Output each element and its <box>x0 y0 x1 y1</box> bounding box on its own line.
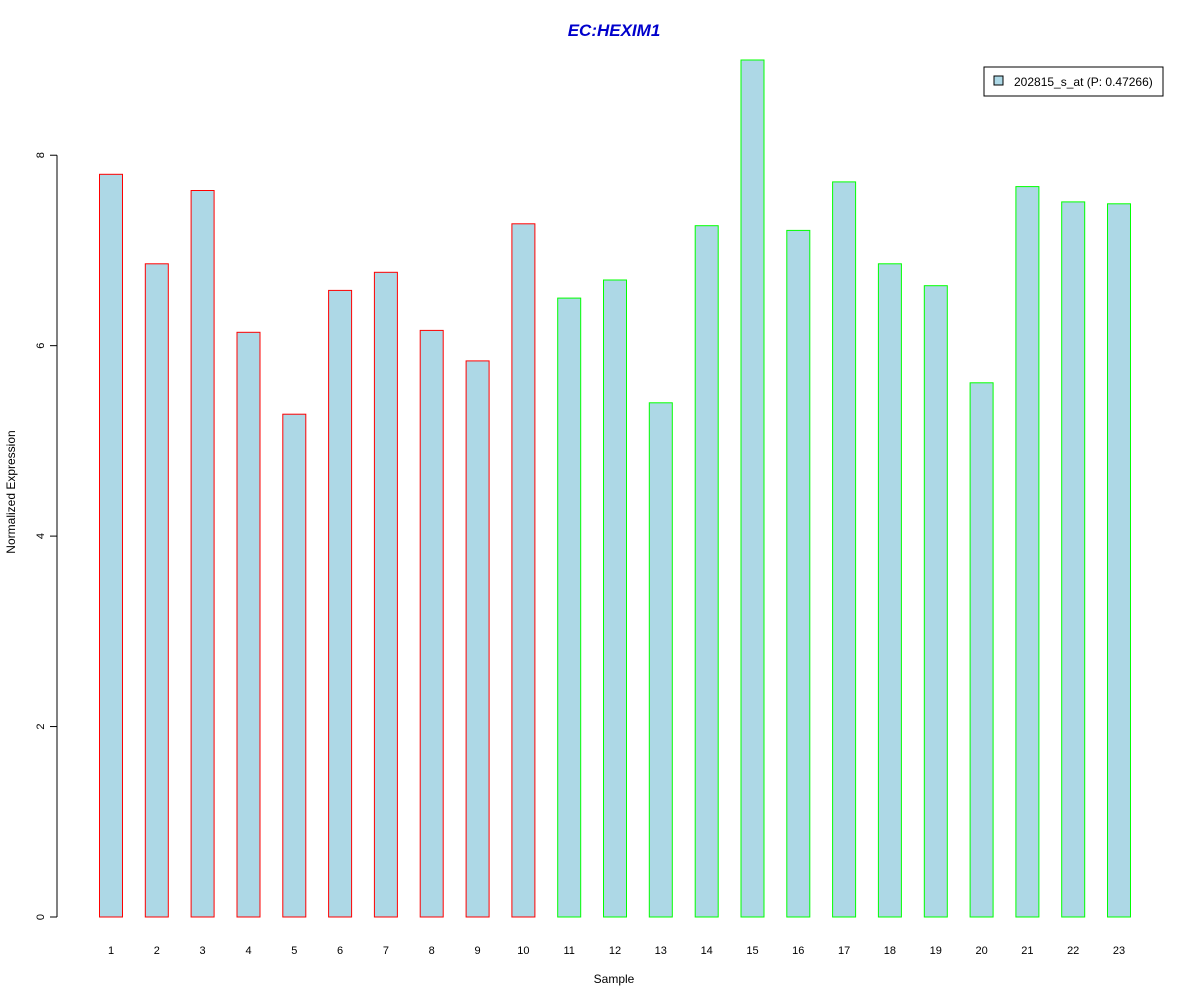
x-tick-label: 3 <box>200 945 206 957</box>
x-tick-label: 19 <box>930 945 942 957</box>
legend: 202815_s_at (P: 0.47266) <box>983 66 1164 97</box>
x-tick-label: 1 <box>108 945 114 957</box>
bar-sample-18 <box>877 263 902 918</box>
bar-sample-19 <box>923 285 948 918</box>
y-tick-label: 2 <box>35 723 47 729</box>
legend-swatch <box>993 75 1004 86</box>
y-tick-label: 0 <box>35 914 47 920</box>
x-tick-label: 4 <box>245 945 251 957</box>
x-tick-label: 17 <box>838 945 850 957</box>
x-tick-label: 15 <box>746 945 758 957</box>
x-tick-label: 18 <box>884 945 896 957</box>
bar-sample-15 <box>740 59 765 918</box>
bar-sample-9 <box>465 360 490 918</box>
bar-sample-23 <box>1107 203 1131 918</box>
bar-sample-12 <box>603 279 627 918</box>
bar-sample-17 <box>832 181 857 918</box>
bar-sample-7 <box>373 271 398 918</box>
x-tick-label: 9 <box>475 945 481 957</box>
x-tick-label: 14 <box>701 945 713 957</box>
y-axis-label: Normalized Expression <box>4 430 18 553</box>
x-tick-label: 8 <box>429 945 435 957</box>
x-tick-label: 10 <box>517 945 529 957</box>
bar-sample-11 <box>557 297 582 918</box>
legend-entry-label: 202815_s_at (P: 0.47266) <box>1014 75 1153 89</box>
bar-sample-4 <box>236 331 261 918</box>
bar-sample-8 <box>419 329 444 918</box>
bar-sample-21 <box>1015 186 1040 918</box>
y-tick-label: 4 <box>35 533 47 539</box>
bar-sample-22 <box>1061 201 1086 918</box>
bar-sample-16 <box>786 229 811 918</box>
y-axis: 0 2 4 6 8 <box>35 152 58 920</box>
bar-sample-10 <box>511 223 536 918</box>
bar-sample-2 <box>144 263 169 918</box>
x-tick-label: 23 <box>1113 945 1125 957</box>
x-tick-label: 22 <box>1067 945 1079 957</box>
x-tick-label: 6 <box>337 945 343 957</box>
x-tick-label: 2 <box>154 945 160 957</box>
x-tick-labels: 1 2 3 4 5 6 7 8 9 10 11 12 13 14 15 16 17 18 19 20 21 22 23 <box>108 945 1125 957</box>
x-tick-label: 16 <box>792 945 804 957</box>
x-tick-label: 20 <box>975 945 987 957</box>
bar-sample-1 <box>99 173 123 918</box>
bars <box>99 59 1131 918</box>
x-tick-label: 7 <box>383 945 389 957</box>
x-tick-label: 11 <box>563 945 574 957</box>
x-tick-label: 13 <box>655 945 667 957</box>
x-tick-label: 21 <box>1021 945 1033 957</box>
bar-sample-20 <box>969 382 994 918</box>
x-tick-label: 12 <box>609 945 621 957</box>
bar-sample-13 <box>648 402 673 918</box>
bar-sample-14 <box>694 225 719 918</box>
x-axis-label: Sample <box>594 972 635 986</box>
chart-title: EC:HEXIM1 <box>568 21 661 40</box>
y-tick-label: 8 <box>35 152 47 158</box>
y-tick-label: 6 <box>35 343 47 349</box>
x-tick-label: 5 <box>291 945 297 957</box>
legend-box <box>983 66 1164 97</box>
bar-sample-6 <box>328 289 353 918</box>
bar-sample-5 <box>282 413 307 918</box>
bar-sample-3 <box>190 190 215 918</box>
